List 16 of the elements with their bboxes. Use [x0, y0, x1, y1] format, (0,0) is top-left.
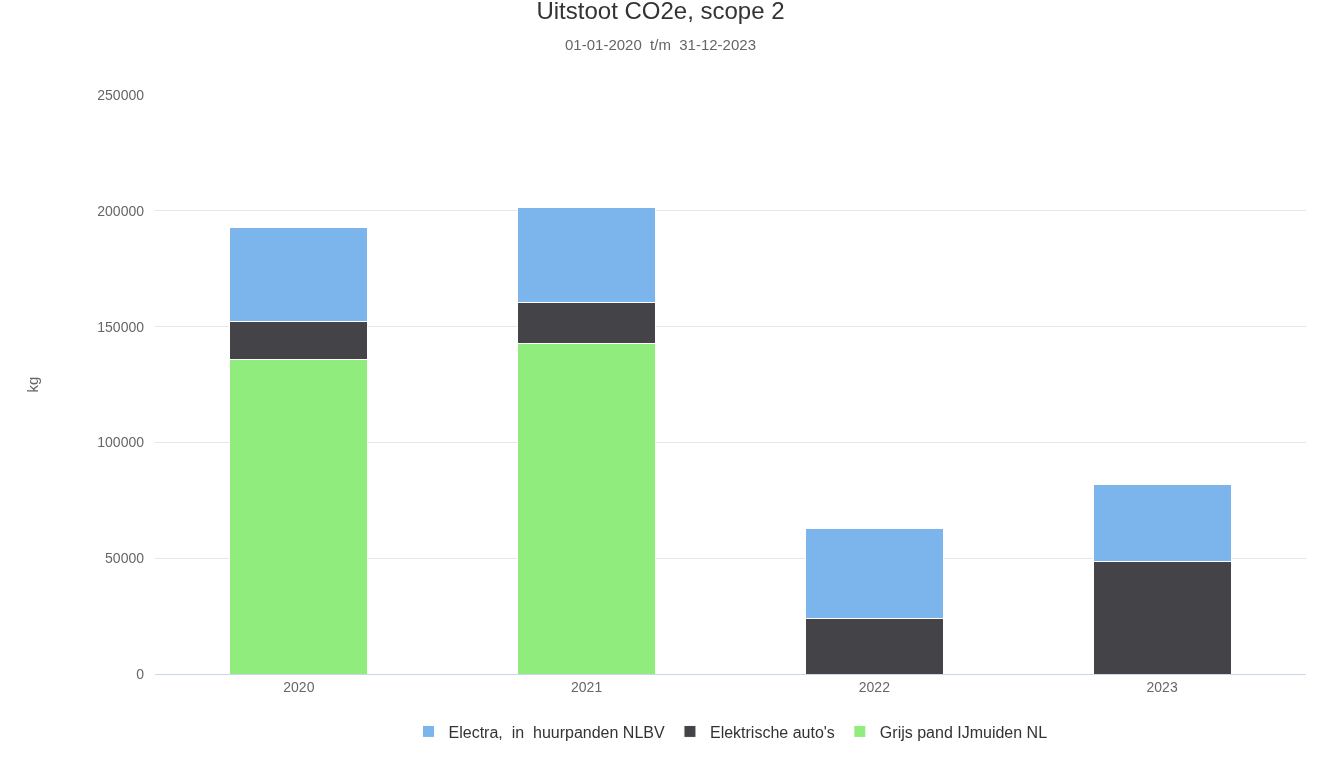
- chart-title: Uitstoot CO2e, scope 2: [536, 0, 785, 25]
- y-axis-title: kg: [23, 376, 41, 393]
- chart-subtitle: 01-01-2020 t/m 31-12-2023: [565, 36, 756, 54]
- y-tick-label: 50000: [105, 550, 145, 567]
- y-tick-label: 100000: [97, 434, 145, 451]
- x-tick-label: 2022: [858, 678, 891, 695]
- y-tick-label: 0: [136, 665, 145, 682]
- x-tick-label: 2023: [1146, 678, 1178, 695]
- legend-label: Grijs pand IJmuiden NL: [879, 723, 1048, 741]
- x-tick-label: 2021: [571, 678, 603, 695]
- legend-label: Electra, in huurpanden NLBV: [448, 723, 665, 741]
- legend-label: Elektrische auto's: [709, 723, 835, 741]
- y-tick-label: 150000: [97, 318, 145, 335]
- x-tick-label: 2020: [283, 678, 315, 695]
- y-tick-label: 250000: [97, 86, 145, 103]
- y-tick-label: 200000: [97, 202, 145, 219]
